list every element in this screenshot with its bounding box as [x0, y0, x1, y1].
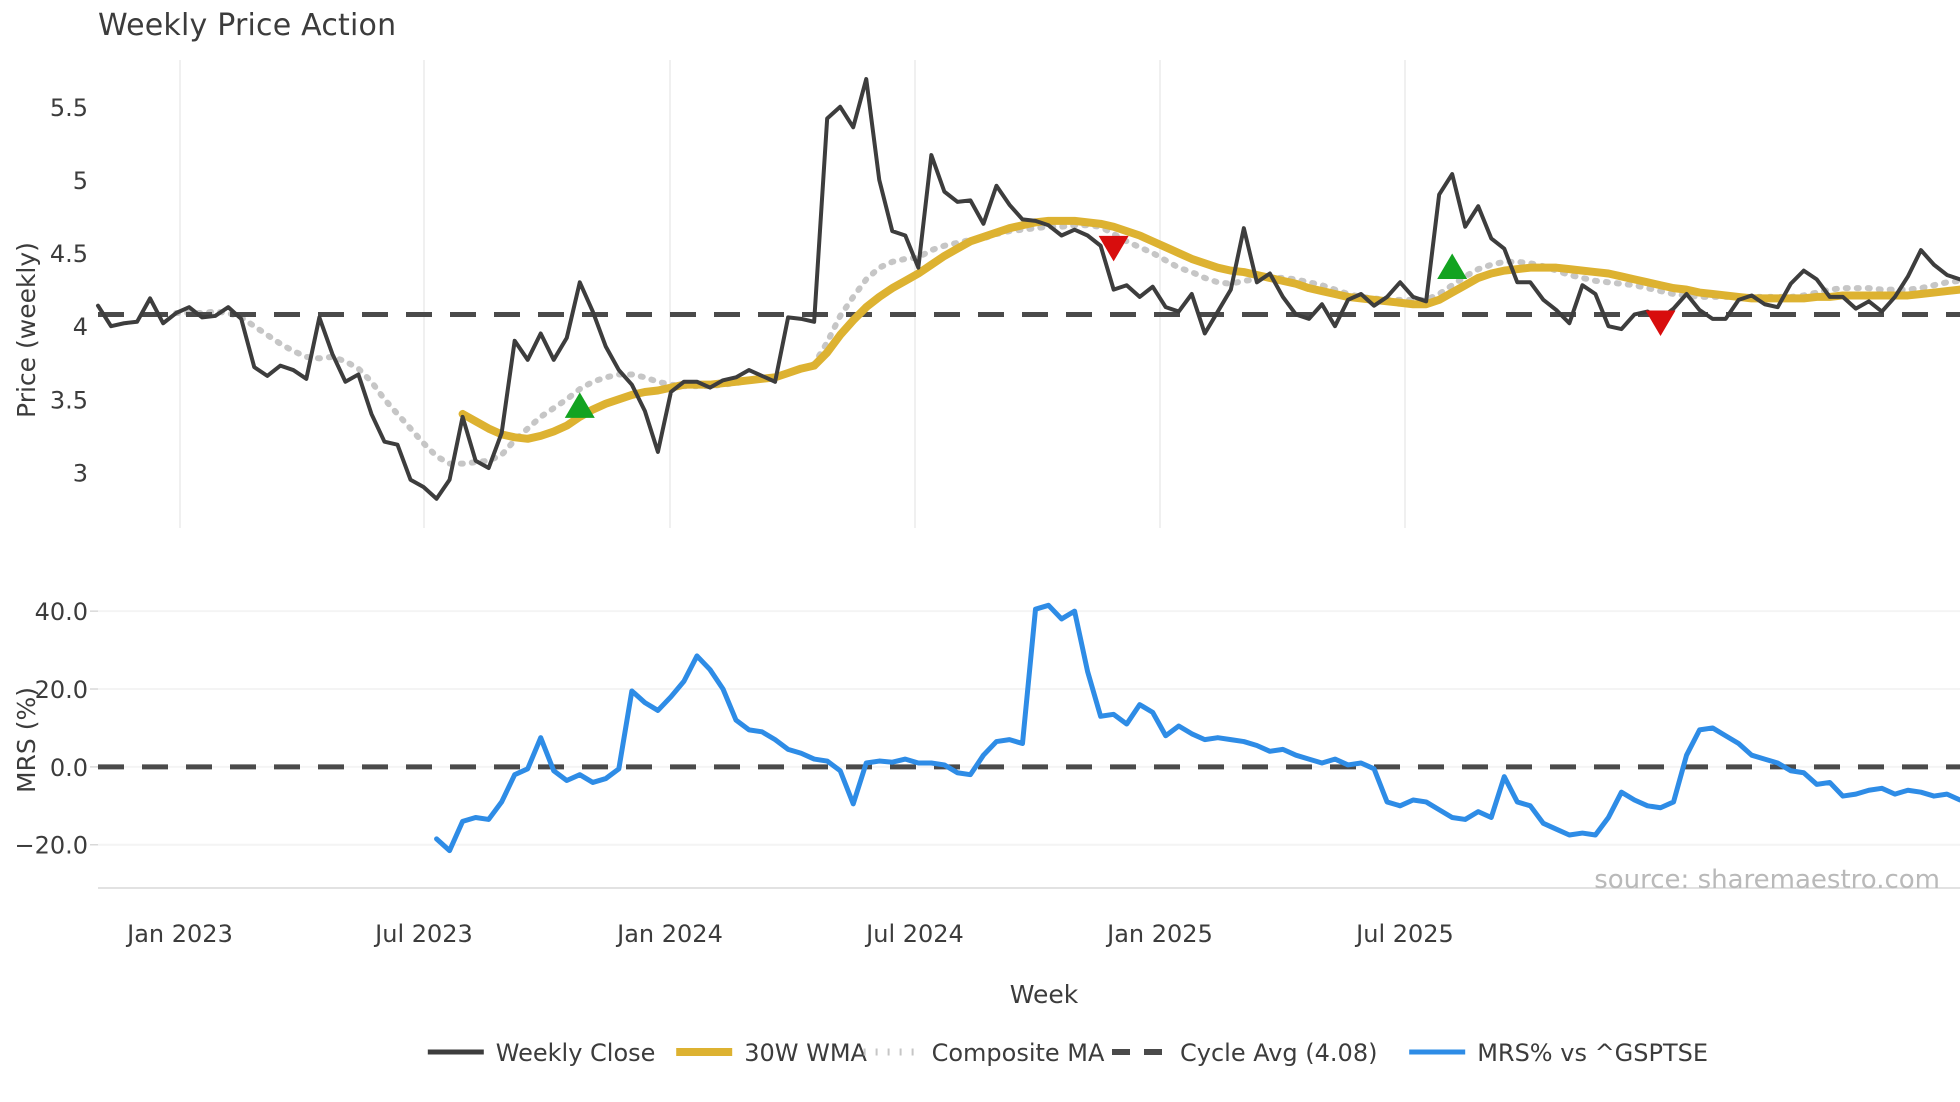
- mrs-panel: −20.0 0.0 20.0 40.0 MRS (%) source: sharema…: [12, 598, 1960, 895]
- mrs-y-tick: 20.0: [35, 676, 88, 704]
- series-composite-ma: [173, 222, 1960, 467]
- legend-label: Weekly Close: [496, 1039, 656, 1067]
- legend-item[interactable]: Weekly Close: [427, 1039, 656, 1067]
- price-y-tick: 3: [73, 459, 88, 487]
- x-tick-label: Jan 2024: [615, 920, 723, 948]
- buy-signal-marker: [1437, 253, 1468, 279]
- price-y-tick: 4.5: [50, 240, 88, 268]
- legend-label: 30W WMA: [744, 1039, 867, 1067]
- mrs-y-tick-labels: −20.0 0.0 20.0 40.0: [14, 598, 98, 860]
- chart-legend: Weekly Close 30W WMA Composite MA Cycle Avg…: [427, 1039, 1708, 1067]
- price-y-tick: 5.5: [50, 94, 88, 122]
- x-axis-label: Week: [1010, 980, 1079, 1009]
- price-y-tick: 4: [73, 313, 88, 341]
- legend-label: Composite MA: [932, 1039, 1105, 1067]
- x-tick-labels: Jan 2023 Jul 2023 Jan 2024 Jul 2024 Jan 2025…: [125, 920, 1454, 948]
- x-tick-label: Jan 2023: [125, 920, 233, 948]
- price-y-tick: 5: [73, 167, 88, 195]
- x-tick-label: Jan 2025: [1105, 920, 1213, 948]
- price-panel: 3 3.5 4 4.5 5 5.5 Price (weekly): [12, 60, 1960, 528]
- legend-item[interactable]: Cycle Avg (4.08): [1112, 1039, 1377, 1067]
- mrs-y-tick: 0.0: [50, 754, 88, 782]
- series-mrs: [434, 602, 1960, 854]
- legend-item[interactable]: MRS% vs ^GSPTSE: [1409, 1039, 1708, 1067]
- mrs-y-tick: 40.0: [35, 598, 88, 626]
- price-y-tick: 3.5: [50, 386, 88, 414]
- legend-item[interactable]: Composite MA: [863, 1039, 1105, 1067]
- series-30w-wma: [458, 216, 1960, 443]
- mrs-y-tick: −20.0: [14, 832, 88, 860]
- legend-label: MRS% vs ^GSPTSE: [1477, 1039, 1708, 1067]
- price-axis-label: Price (weekly): [12, 242, 41, 418]
- mrs-axis-label: MRS (%): [12, 687, 41, 793]
- price-gridlines: [179, 60, 1406, 528]
- page-title: Weekly Price Action: [98, 8, 397, 43]
- signal-markers: [564, 235, 1676, 418]
- x-tick-label: Jul 2025: [1354, 920, 1454, 948]
- legend-item[interactable]: 30W WMA: [676, 1039, 868, 1067]
- buy-signal-marker: [564, 392, 595, 418]
- price-y-tick-labels: 3 3.5 4 4.5 5 5.5: [50, 94, 88, 488]
- x-tick-label: Jul 2023: [373, 920, 473, 948]
- source-watermark: source: sharemaestro.com: [1594, 865, 1940, 895]
- legend-label: Cycle Avg (4.08): [1180, 1039, 1377, 1067]
- sell-signal-marker: [1645, 310, 1676, 336]
- sell-signal-marker: [1098, 235, 1129, 262]
- x-tick-label: Jul 2024: [864, 920, 964, 948]
